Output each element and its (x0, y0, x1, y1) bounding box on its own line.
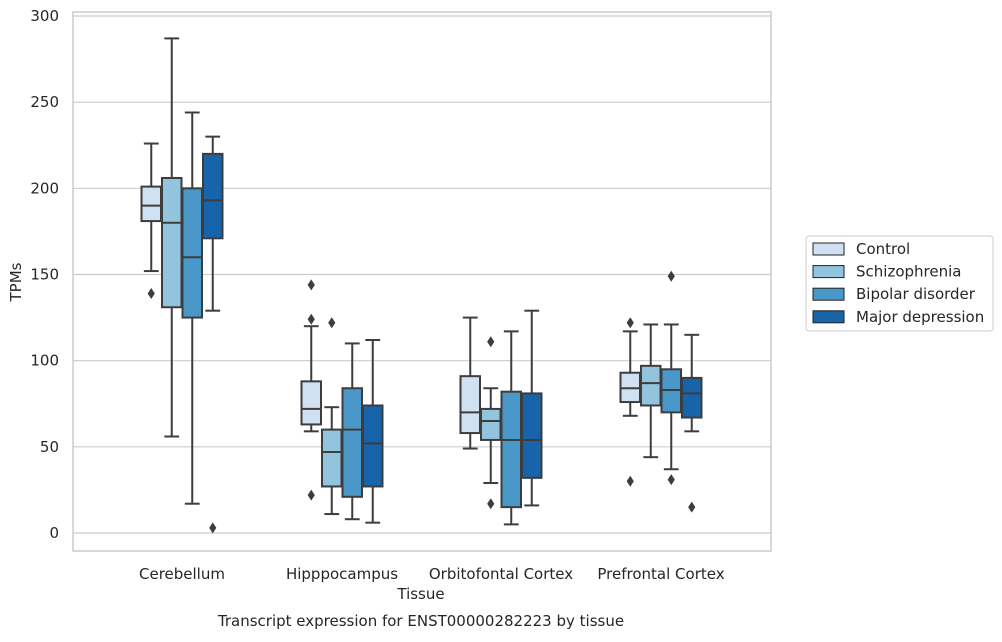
legend-label: Schizophrenia (856, 263, 961, 281)
box-iqr (521, 392, 543, 479)
box-0-3 (202, 135, 224, 534)
outlier-point (626, 475, 634, 487)
chart-caption: Transcript expression for ENST0000028222… (217, 612, 624, 630)
y-tick-label: 150 (30, 266, 59, 284)
box-0-2 (181, 111, 203, 505)
legend-swatch (812, 287, 845, 301)
boxes (140, 37, 703, 534)
box-1-3 (362, 338, 384, 524)
legend-swatch (812, 310, 845, 324)
box-iqr (480, 407, 502, 441)
box-2-3 (521, 309, 543, 507)
box-iqr (362, 404, 384, 488)
box-3-0 (619, 317, 641, 487)
y-tick-label: 300 (30, 7, 59, 25)
box-iqr (640, 364, 662, 407)
outlier-point (626, 317, 634, 329)
box-1-1 (321, 317, 343, 516)
box-iqr (300, 380, 322, 426)
legend-swatch (812, 265, 845, 279)
y-tick-label: 50 (40, 438, 59, 456)
legend-swatch (812, 242, 845, 256)
outlier-point (487, 336, 495, 348)
y-tick-label: 100 (30, 352, 59, 370)
legend-label: Control (856, 240, 910, 258)
legend-label: Bipolar disorder (856, 285, 976, 303)
box-3-1 (640, 323, 662, 459)
legend: Control Schizophrenia Bipolar disorder Majo… (805, 235, 994, 332)
box-3-3 (681, 333, 703, 513)
x-tick-label: Cerebellum (139, 565, 225, 583)
box-1-0 (300, 279, 322, 501)
x-tick-label: Hipppocampus (286, 565, 398, 583)
outlier-point (147, 287, 155, 299)
y-tick-label: 250 (30, 93, 59, 111)
box-iqr (321, 428, 343, 488)
outlier-point (487, 498, 495, 510)
outlier-point (307, 489, 315, 501)
x-tick-label: Orbitofontal Cortex (429, 565, 573, 583)
y-axis-ticks: 0 50 100 150 200 250 300 (30, 7, 59, 542)
x-axis-label: Tissue (396, 585, 444, 603)
legend-label: Major depression (856, 308, 984, 326)
box-3-2 (660, 270, 682, 486)
y-tick-label: 0 (49, 524, 59, 542)
outlier-point (307, 313, 315, 325)
box-iqr (202, 152, 224, 240)
box-iqr (341, 387, 363, 498)
box-iqr (140, 185, 162, 223)
y-axis-label: TPMs (7, 262, 25, 302)
outlier-point (307, 279, 315, 291)
outlier-point (667, 474, 675, 486)
box-iqr (161, 176, 183, 309)
legend-frame (805, 235, 994, 332)
y-tick-label: 200 (30, 179, 59, 197)
x-tick-label: Prefrontal Cortex (597, 565, 724, 583)
box-iqr (500, 390, 522, 509)
outlier-point (209, 522, 217, 534)
outlier-point (688, 501, 696, 513)
x-axis-ticks: Cerebellum Hipppocampus Orbitofontal Corte… (139, 565, 725, 583)
box-2-0 (459, 316, 481, 450)
box-iqr (459, 375, 481, 435)
box-iqr (681, 376, 703, 419)
outlier-point (667, 270, 675, 282)
outlier-point (328, 317, 336, 329)
box-iqr (181, 187, 203, 319)
